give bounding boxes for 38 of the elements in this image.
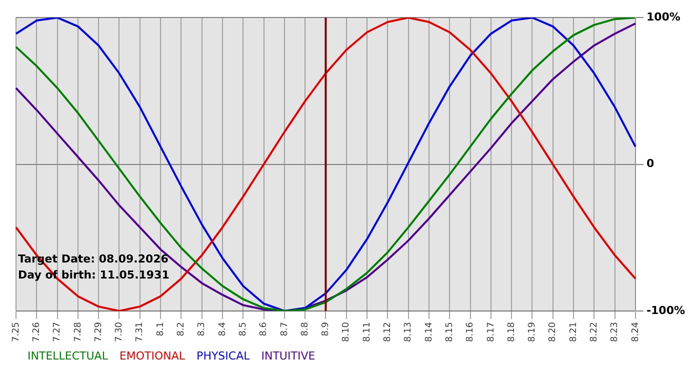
x-tick-label: 8.22 — [590, 322, 600, 342]
x-tick-label: 7.25 — [11, 322, 22, 342]
x-tick-label: 8.3 — [197, 322, 208, 336]
x-tick-label: 8.5 — [238, 322, 248, 336]
x-tick-label: 8.21 — [568, 322, 579, 342]
x-tick-label: 8.6 — [259, 322, 270, 336]
x-tick-label: 8.19 — [528, 322, 538, 342]
x-tick-label: 7.28 — [73, 322, 84, 342]
x-tick-label: 8.15 — [444, 322, 455, 342]
x-tick-label: 8.20 — [548, 322, 558, 342]
x-tick-label: 7.30 — [114, 322, 125, 342]
x-tick-label: 7.27 — [52, 322, 63, 342]
x-tick-label: 8.10 — [342, 322, 352, 342]
text: PHYSICAL — [196, 349, 251, 362]
x-tick-label: 7.26 — [32, 322, 42, 342]
y-tick-label: -100% — [646, 304, 686, 317]
x-tick-label: 8.12 — [383, 322, 394, 342]
x-tick-label: 8.9 — [321, 322, 332, 336]
x-tick-label: 7.31 — [135, 322, 146, 342]
x-tick-label: 8.4 — [218, 322, 228, 336]
text: INTELLECTUAL — [28, 349, 109, 362]
x-tick-label: 8.24 — [630, 322, 641, 342]
text: INTUITIVE — [261, 349, 316, 362]
x-tick-label: 8.7 — [280, 322, 290, 336]
x-tick-label: 8.2 — [176, 322, 187, 336]
x-tick-label: 8.1 — [156, 322, 166, 336]
x-tick-label: 8.17 — [486, 322, 496, 342]
x-tick-label: 8.13 — [404, 322, 414, 342]
y-tick-label: 100% — [646, 10, 680, 24]
x-tick-label: 7.29 — [94, 322, 104, 342]
x-tick-label: 8.18 — [506, 322, 517, 342]
y-tick-label: 0 — [646, 157, 654, 170]
x-tick-label: 8.11 — [362, 322, 372, 342]
x-tick-label: 8.14 — [424, 322, 434, 342]
text: EMOTIONAL — [119, 349, 186, 362]
x-tick-label: 8.8 — [300, 322, 310, 336]
x-tick-label: 8.16 — [466, 322, 476, 342]
x-tick-label: 8.23 — [610, 322, 620, 342]
